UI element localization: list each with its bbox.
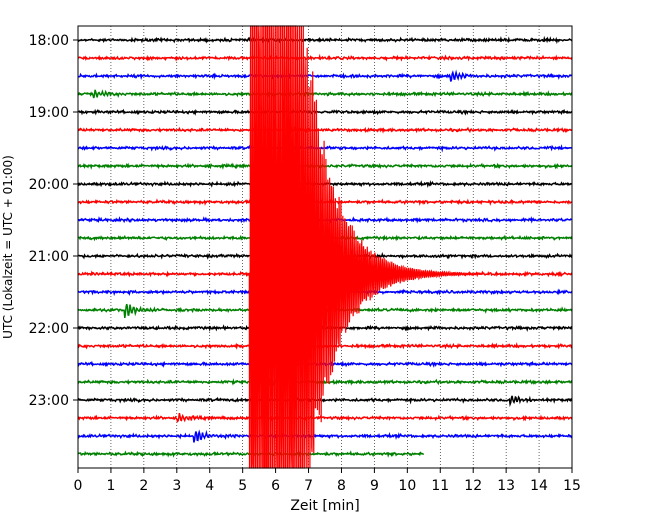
x-tick-label-4: 4 — [205, 478, 214, 494]
trace-row-1915 — [78, 126, 573, 135]
trace-row-1845 — [77, 89, 573, 99]
y-axis-ticks: 18:00 19:00 20:00 21:00 22:00 23:00 — [29, 33, 78, 409]
y-tick-label-2100: 21:00 — [29, 249, 69, 265]
trace-row-1930 — [77, 144, 573, 153]
trace-row-1830 — [77, 69, 573, 82]
x-tick-label-7: 7 — [304, 478, 313, 494]
x-tick-label-5: 5 — [238, 478, 247, 494]
x-tick-label-14: 14 — [530, 478, 548, 494]
x-tick-label-1: 1 — [106, 478, 115, 494]
earthquake-trace — [248, 25, 484, 469]
x-tick-label-2: 2 — [139, 478, 148, 494]
trace-row-1815 — [77, 53, 573, 62]
trace-row-2245 — [77, 377, 573, 388]
trace-row-2300 — [77, 395, 573, 408]
x-tick-label-13: 13 — [497, 478, 515, 494]
x-axis-ticks: 0 1 2 3 4 5 6 7 8 9 10 11 12 13 14 15 — [74, 468, 581, 494]
trace-row-1945 — [77, 162, 573, 170]
trace-row-2030 — [78, 216, 573, 224]
y-tick-label-1900: 19:00 — [29, 105, 69, 121]
plot-frame — [77, 25, 573, 469]
y-tick-label-1800: 18:00 — [29, 33, 69, 49]
x-tick-label-10: 10 — [398, 478, 416, 494]
x-tick-label-0: 0 — [74, 478, 83, 494]
trace-row-2000 — [77, 180, 573, 189]
trace-row-2315 — [77, 412, 573, 423]
x-tick-label-9: 9 — [370, 478, 379, 494]
x-tick-label-8: 8 — [337, 478, 346, 494]
y-tick-label-2000: 20:00 — [29, 177, 69, 193]
y-axis-label: UTC (Lokalzeit = UTC + 01:00) — [1, 155, 15, 339]
x-tick-label-3: 3 — [172, 478, 181, 494]
x-tick-label-6: 6 — [271, 478, 280, 494]
x-tick-label-11: 11 — [431, 478, 449, 494]
x-tick-label-12: 12 — [464, 478, 482, 494]
y-tick-label-2200: 22:00 — [29, 321, 69, 337]
earthquake-signal — [248, 25, 484, 469]
x-axis-label: Zeit [min] — [290, 498, 359, 514]
trace-row-1800 — [77, 35, 573, 45]
x-tick-label-15: 15 — [563, 478, 581, 494]
trace-row-1900 — [78, 108, 573, 116]
y-tick-label-2300: 23:00 — [29, 393, 69, 409]
trace-row-2330 — [77, 429, 573, 443]
trace-row-2015 — [77, 198, 573, 206]
